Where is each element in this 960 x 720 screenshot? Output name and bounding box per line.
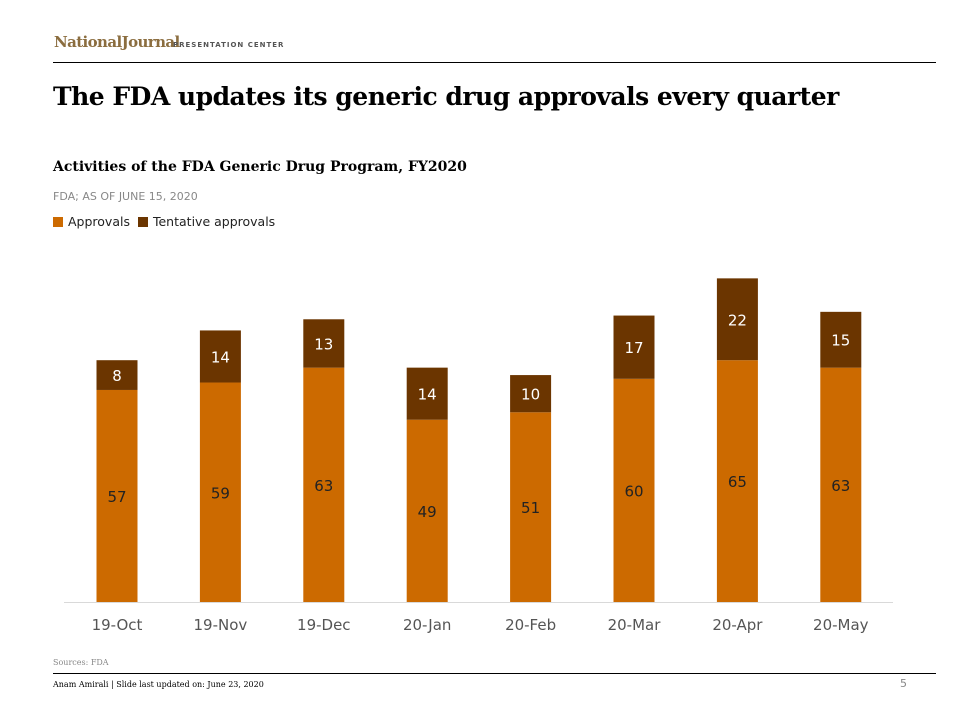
- x-tick-label: 20-Apr: [712, 616, 763, 634]
- bar-tentative: [716, 278, 758, 361]
- logo: NationalJournal: [54, 33, 180, 51]
- legend-swatch-tentative: [137, 216, 148, 227]
- byline: Anam Amirali | Slide last updated on: Ju…: [53, 680, 264, 689]
- bar-approvals: [199, 382, 241, 602]
- sources-note: Sources: FDA: [53, 658, 109, 667]
- slide-title: The FDA updates its generic drug approva…: [53, 82, 839, 111]
- data-label-approvals: 60: [624, 482, 643, 500]
- data-label-approvals: 51: [521, 499, 540, 517]
- bar-tentative: [96, 360, 138, 390]
- x-tick-label: 20-Feb: [505, 616, 556, 634]
- data-label-tentative: 14: [418, 386, 437, 404]
- bar-approvals: [96, 389, 138, 602]
- bar-tentative: [303, 319, 345, 368]
- legend-label-tentative: Tentative approvals: [152, 214, 276, 229]
- data-label-tentative: 17: [624, 339, 643, 357]
- data-label-approvals: 63: [831, 477, 850, 495]
- data-label-approvals: 59: [211, 484, 230, 502]
- bar-approvals: [613, 378, 655, 602]
- x-tick-label: 20-May: [813, 616, 869, 634]
- x-tick-label: 19-Nov: [194, 616, 248, 634]
- x-tick-label: 20-Jan: [403, 616, 451, 634]
- bar-tentative: [406, 367, 448, 420]
- data-label-approvals: 63: [314, 477, 333, 495]
- x-tick-label: 20-Mar: [608, 616, 662, 634]
- logo-subtitle: PRESENTATION CENTER: [173, 41, 285, 49]
- bar-approvals: [510, 412, 552, 602]
- x-tick-label: 19-Dec: [297, 616, 351, 634]
- chart-subtitle: FDA; AS OF JUNE 15, 2020: [53, 190, 198, 203]
- bar-approvals: [303, 367, 345, 602]
- data-label-tentative: 15: [831, 332, 850, 350]
- bar-tentative: [820, 311, 862, 368]
- legend-swatch-approvals: [53, 216, 63, 227]
- data-label-tentative: 8: [112, 367, 122, 385]
- page-number: 5: [900, 677, 907, 690]
- data-label-approvals: 65: [728, 473, 747, 491]
- data-label-tentative: 13: [314, 335, 333, 353]
- bar-approvals: [820, 367, 862, 602]
- header-divider: [53, 62, 936, 63]
- bar-tentative: [199, 330, 241, 383]
- x-tick-label: 19-Oct: [92, 616, 143, 634]
- footer-divider: [53, 673, 936, 674]
- data-label-tentative: 14: [211, 348, 230, 366]
- bar-approvals: [406, 419, 448, 602]
- bar-approvals: [716, 360, 758, 602]
- bar-tentative: [613, 315, 655, 379]
- bar-tentative: [510, 375, 552, 413]
- data-label-tentative: 10: [521, 386, 540, 404]
- data-label-approvals: 49: [418, 503, 437, 521]
- legend-label-approvals: Approvals: [68, 214, 130, 229]
- data-label-tentative: 22: [728, 311, 747, 329]
- data-label-approvals: 57: [107, 488, 126, 506]
- chart-title: Activities of the FDA Generic Drug Progr…: [53, 159, 467, 175]
- legend: Approvals Tentative approvals: [53, 214, 275, 229]
